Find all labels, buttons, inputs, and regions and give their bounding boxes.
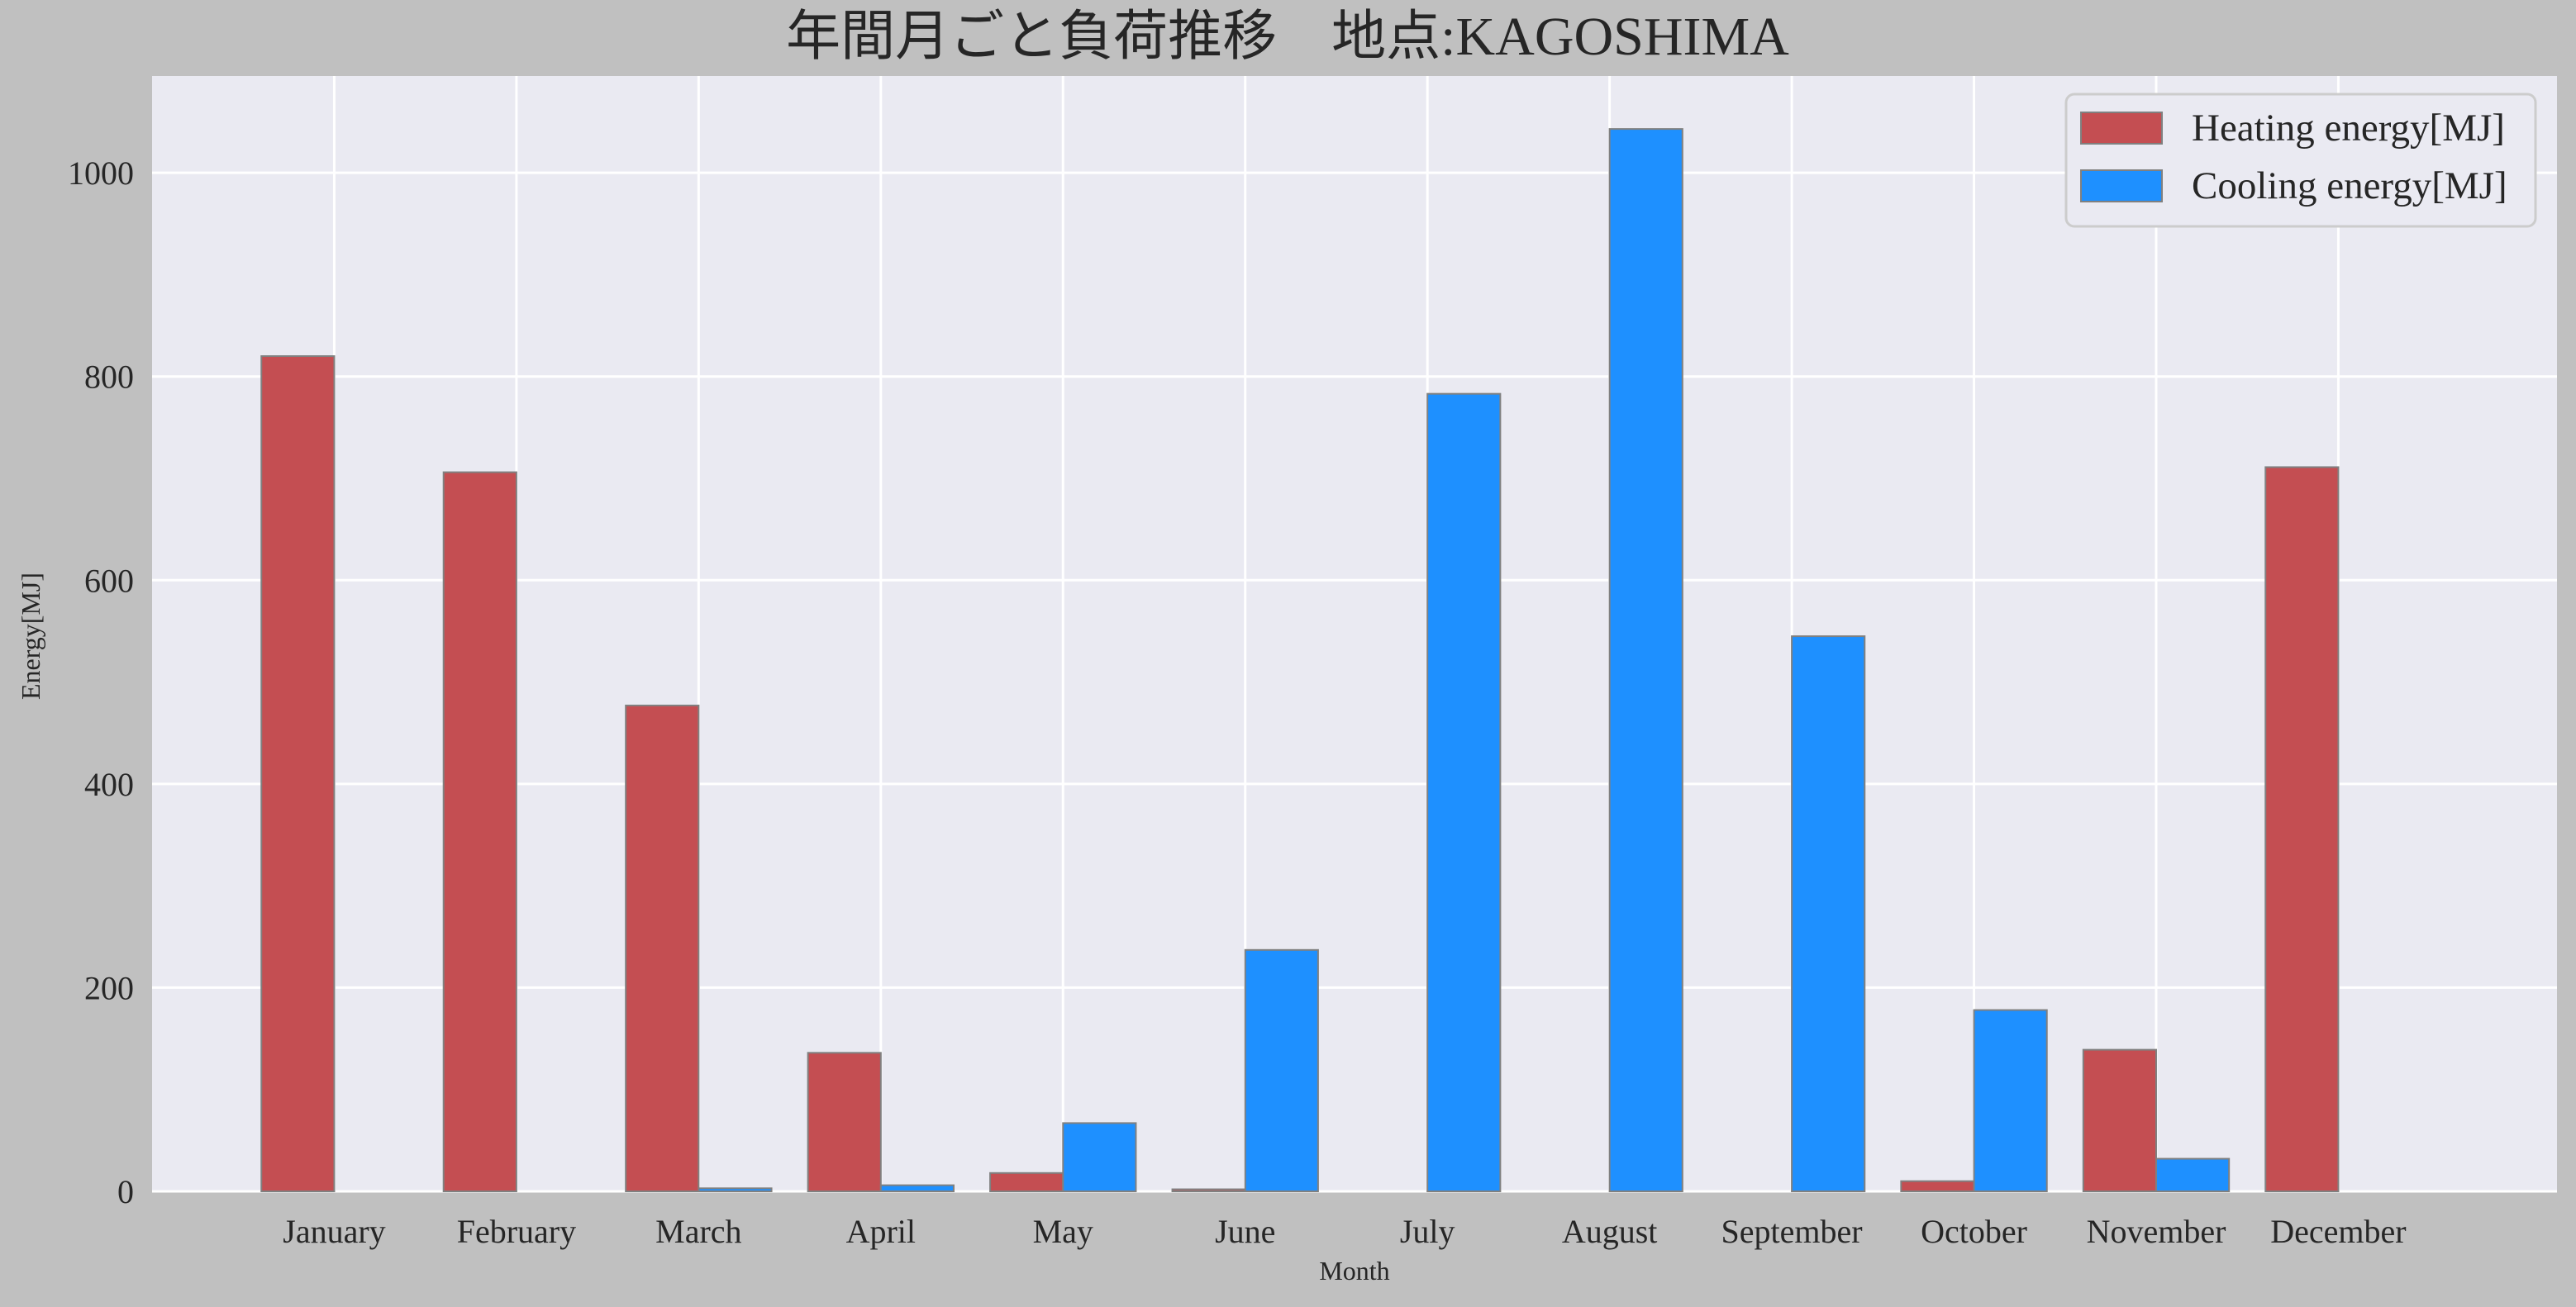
x-tick-label: December <box>2270 1213 2406 1250</box>
heating-bar-january <box>260 355 336 1193</box>
cooling-bar-november <box>2155 1157 2231 1193</box>
x-tick-label: September <box>1721 1213 1863 1250</box>
heating-bar-march <box>625 704 700 1192</box>
x-tick-label: March <box>655 1213 741 1250</box>
legend-cooling-swatch <box>2080 169 2163 202</box>
heating-bar-october <box>1900 1180 1975 1193</box>
chart-title: 年間月ごと負荷推移 地点:KAGOSHIMA <box>786 7 1789 67</box>
y-tick-label: 400 <box>84 766 134 803</box>
heating-bar-february <box>442 471 517 1192</box>
x-axis-label: Month <box>1319 1256 1389 1286</box>
cooling-bar-march <box>698 1187 773 1193</box>
x-tick-label: February <box>457 1213 576 1250</box>
cooling-bar-october <box>1973 1009 2048 1193</box>
y-tick-label: 200 <box>84 969 134 1006</box>
x-tick-label: July <box>1400 1213 1455 1250</box>
x-tick-label: June <box>1215 1213 1275 1250</box>
cooling-bar-august <box>1608 128 1683 1192</box>
x-tick-label: May <box>1033 1213 1093 1250</box>
heating-bar-june <box>1171 1188 1246 1193</box>
cooling-bar-april <box>879 1184 955 1193</box>
cooling-bar-may <box>1062 1122 1137 1192</box>
cooling-bar-september <box>1791 635 1866 1192</box>
x-tick-label: October <box>1921 1213 2027 1250</box>
bars <box>260 128 2340 1193</box>
y-tick-label: 800 <box>84 359 134 396</box>
y-tick-labels: 0 200 400 600 800 1000 <box>68 154 134 1210</box>
legend-heating-label: Heating energy[MJ] <box>2192 107 2505 150</box>
heating-bar-april <box>807 1052 882 1192</box>
heating-bar-may <box>989 1172 1064 1193</box>
x-tick-label: January <box>283 1213 385 1250</box>
y-axis-label: Energy[MJ] <box>16 573 45 700</box>
x-tick-label: August <box>1562 1213 1658 1250</box>
cooling-bar-july <box>1426 392 1502 1192</box>
legend-cooling-label: Cooling energy[MJ] <box>2192 164 2507 207</box>
y-tick-label: 600 <box>84 562 134 599</box>
legend-heating-swatch <box>2080 112 2163 145</box>
cooling-bar-june <box>1244 948 1319 1192</box>
y-tick-label: 0 <box>117 1173 134 1210</box>
heating-bar-december <box>2264 466 2340 1192</box>
x-tick-label: November <box>2087 1213 2226 1250</box>
x-tick-label: April <box>846 1213 916 1250</box>
heating-bar-november <box>2082 1048 2157 1192</box>
y-tick-label: 1000 <box>68 154 134 192</box>
legend: Heating energy[MJ] Cooling energy[MJ] <box>2064 93 2537 228</box>
x-tick-labels: January February March April May June July Augu… <box>283 1213 2406 1250</box>
legend-box <box>2064 93 2537 228</box>
